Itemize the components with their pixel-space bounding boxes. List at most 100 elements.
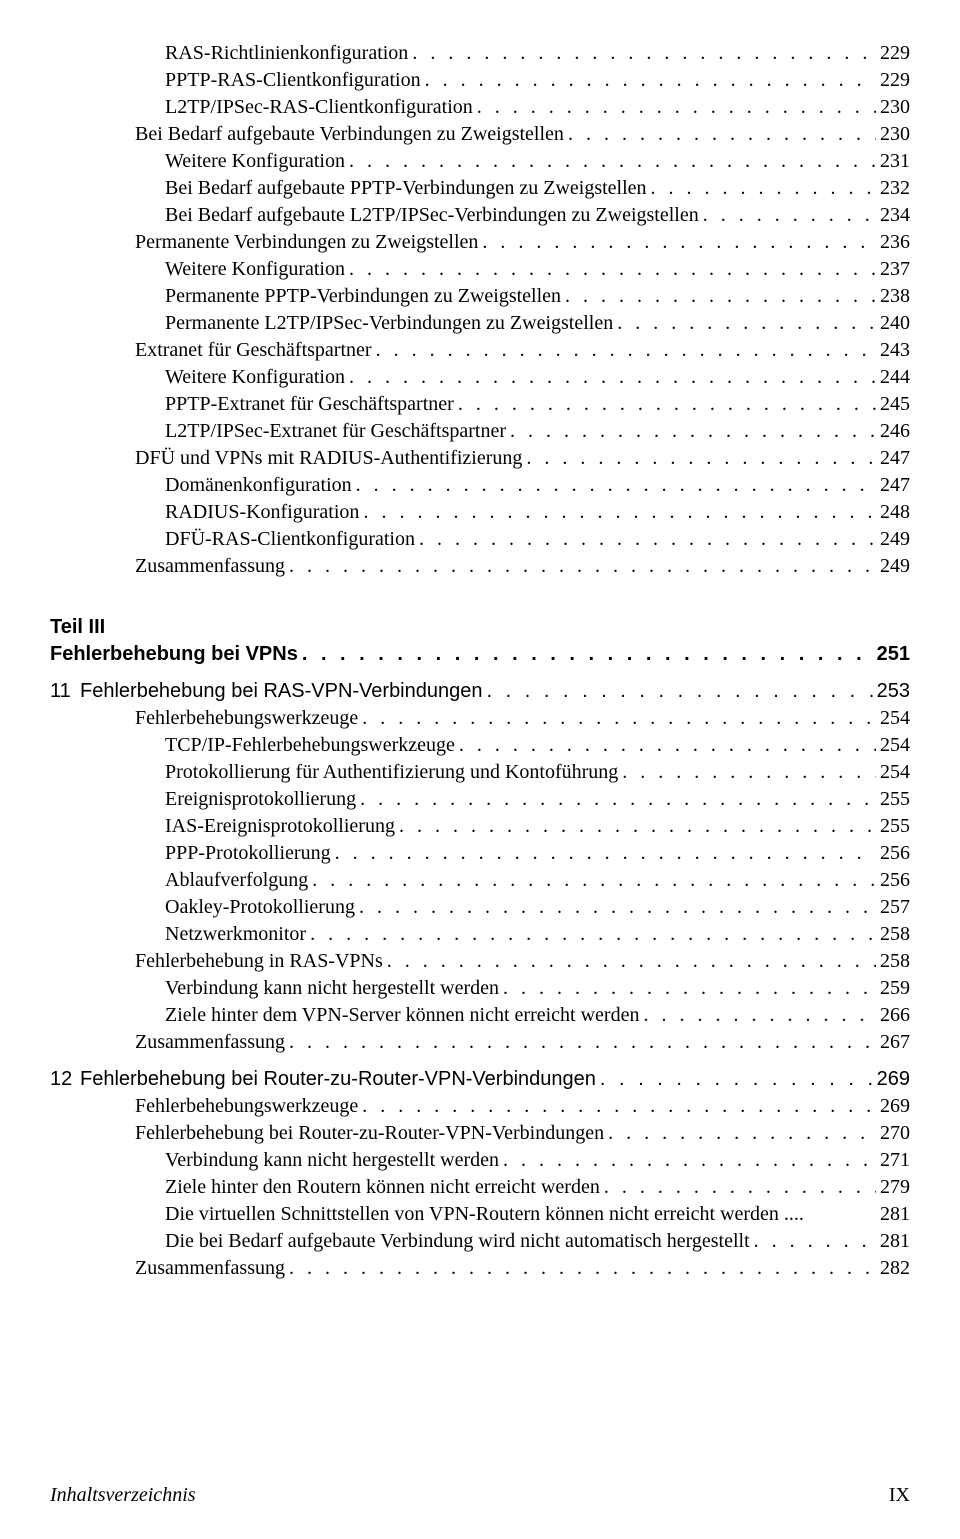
toc-entry-label: Fehlerbehebungswerkzeuge <box>135 705 358 732</box>
toc-entry-label: IAS-Ereignisprotokollierung <box>165 813 395 840</box>
toc-dots <box>312 867 876 894</box>
toc-entry: Zusammenfassung267 <box>50 1029 910 1056</box>
toc-entry-label: Netzwerkmonitor <box>165 921 306 948</box>
toc-top-block: RAS-Richtlinienkonfiguration229PPTP-RAS-… <box>50 40 910 580</box>
footer-left: Inhaltsverzeichnis <box>50 1482 196 1509</box>
toc-entry-label: Weitere Konfiguration <box>165 256 345 283</box>
toc-entry-label: Ziele hinter den Routern können nicht er… <box>165 1174 600 1201</box>
toc-entry: Extranet für Geschäftspartner243 <box>50 337 910 364</box>
toc-entry: Bei Bedarf aufgebaute L2TP/IPSec-Verbind… <box>50 202 910 229</box>
toc-entry-label: DFÜ und VPNs mit RADIUS-Authentifizierun… <box>135 445 522 472</box>
toc-entry: Bei Bedarf aufgebaute Verbindungen zu Zw… <box>50 121 910 148</box>
toc-entry-label: Die virtuellen Schnittstellen von VPN-Ro… <box>165 1201 804 1228</box>
toc-entry-label: Fehlerbehebung in RAS-VPNs <box>135 948 383 975</box>
toc-entry: Domänenkonfiguration247 <box>50 472 910 499</box>
toc-entry-page: 259 <box>880 975 910 1002</box>
toc-entry: Ablaufverfolgung256 <box>50 867 910 894</box>
toc-entry-page: 245 <box>880 391 910 418</box>
toc-dots <box>387 948 876 975</box>
toc-dots <box>526 445 876 472</box>
toc-entry-page: 256 <box>880 840 910 867</box>
toc-entry: Fehlerbehebungswerkzeuge269 <box>50 1093 910 1120</box>
toc-entry-page: 243 <box>880 337 910 364</box>
toc-dots <box>482 229 876 256</box>
chapter-page: 253 <box>877 678 910 705</box>
toc-entry: Ziele hinter den Routern können nicht er… <box>50 1174 910 1201</box>
toc-entry: Ziele hinter dem VPN-Server können nicht… <box>50 1002 910 1029</box>
chapter-number: 12 <box>50 1066 80 1093</box>
toc-dots <box>360 786 876 813</box>
toc-dots <box>503 975 876 1002</box>
toc-entry-label: PPTP-Extranet für Geschäftspartner <box>165 391 454 418</box>
toc-entry: PPP-Protokollierung256 <box>50 840 910 867</box>
toc-entry-page: 249 <box>880 526 910 553</box>
toc-entry-page: 231 <box>880 148 910 175</box>
toc-entry: Fehlerbehebung in RAS-VPNs 258 <box>50 948 910 975</box>
toc-entry: Zusammenfassung282 <box>50 1255 910 1282</box>
toc-dots <box>622 759 876 786</box>
toc-dots <box>289 553 876 580</box>
toc-dots <box>289 1255 876 1282</box>
toc-dots <box>356 472 876 499</box>
toc-dots <box>399 813 876 840</box>
toc-dots <box>503 1147 876 1174</box>
toc-entry-page: 249 <box>880 553 910 580</box>
toc-entry-label: Zusammenfassung <box>135 553 285 580</box>
toc-entry: PPTP-RAS-Clientkonfiguration229 <box>50 67 910 94</box>
toc-entry-page: 237 <box>880 256 910 283</box>
toc-dots <box>703 202 876 229</box>
toc-entry-label: RADIUS-Konfiguration <box>165 499 359 526</box>
toc-entry: IAS-Ereignisprotokollierung255 <box>50 813 910 840</box>
toc-dots <box>565 283 876 310</box>
toc-entry: Bei Bedarf aufgebaute PPTP-Verbindungen … <box>50 175 910 202</box>
toc-entry-page: 248 <box>880 499 910 526</box>
part-dots <box>302 641 873 668</box>
toc-entry-label: Ablaufverfolgung <box>165 867 308 894</box>
toc-entry-label: Ziele hinter dem VPN-Server können nicht… <box>165 1002 639 1029</box>
toc-entry-page: 240 <box>880 310 910 337</box>
toc-entry: Weitere Konfiguration 237 <box>50 256 910 283</box>
toc-entry: Permanente PPTP-Verbindungen zu Zweigste… <box>50 283 910 310</box>
toc-dots <box>568 121 876 148</box>
toc-entry-label: DFÜ-RAS-Clientkonfiguration <box>165 526 415 553</box>
toc-entry-label: PPTP-RAS-Clientkonfiguration <box>165 67 421 94</box>
toc-entry-page: 230 <box>880 94 910 121</box>
chapter-heading: 12Fehlerbehebung bei Router-zu-Router-VP… <box>50 1066 910 1093</box>
toc-entry: Weitere Konfiguration231 <box>50 148 910 175</box>
toc-entry-label: Bei Bedarf aufgebaute PPTP-Verbindungen … <box>165 175 647 202</box>
toc-entry-page: 244 <box>880 364 910 391</box>
toc-dots <box>412 40 876 67</box>
toc-entry-page: 232 <box>880 175 910 202</box>
toc-entry-label: Zusammenfassung <box>135 1255 285 1282</box>
toc-entry: Verbindung kann nicht hergestellt werden… <box>50 975 910 1002</box>
chapter-number: 11 <box>50 678 80 705</box>
toc-entry-page: 258 <box>880 948 910 975</box>
toc-entry: Fehlerbehebung bei Router-zu-Router-VPN-… <box>50 1120 910 1147</box>
toc-entry-label: Fehlerbehebung bei Router-zu-Router-VPN-… <box>135 1120 604 1147</box>
toc-entry-page: 255 <box>880 786 910 813</box>
toc-dots <box>425 67 876 94</box>
page-footer: Inhaltsverzeichnis IX <box>50 1482 910 1509</box>
toc-entry: Verbindung kann nicht hergestellt werden… <box>50 1147 910 1174</box>
toc-entry-page: 229 <box>880 40 910 67</box>
toc-entry-page: 279 <box>880 1174 910 1201</box>
toc-dots <box>349 364 876 391</box>
toc-dots <box>362 1093 876 1120</box>
toc-dots <box>359 894 876 921</box>
toc-entry-label: RAS-Richtlinienkonfiguration <box>165 40 408 67</box>
toc-entry: TCP/IP-Fehlerbehebungswerkzeuge254 <box>50 732 910 759</box>
toc-entry-label: Permanente L2TP/IPSec-Verbindungen zu Zw… <box>165 310 613 337</box>
toc-dots <box>487 678 873 705</box>
toc-entry: RADIUS-Konfiguration 248 <box>50 499 910 526</box>
toc-entry-label: Zusammenfassung <box>135 1029 285 1056</box>
toc-entry-label: Domänenkonfiguration <box>165 472 352 499</box>
toc-entry-page: 271 <box>880 1147 910 1174</box>
chapters-block: 11Fehlerbehebung bei RAS-VPN-Verbindunge… <box>50 678 910 1282</box>
toc-dots <box>335 840 876 867</box>
toc-entry: Fehlerbehebungswerkzeuge254 <box>50 705 910 732</box>
toc-entry-label: Oakley-Protokollierung <box>165 894 355 921</box>
toc-entry-label: Weitere Konfiguration <box>165 364 345 391</box>
toc-entry-page: 258 <box>880 921 910 948</box>
toc-entry-page: 269 <box>880 1093 910 1120</box>
toc-entry-page: 257 <box>880 894 910 921</box>
